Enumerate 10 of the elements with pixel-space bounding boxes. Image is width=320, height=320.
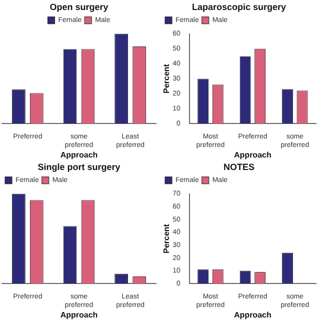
- x-axis-title: Approach: [234, 310, 272, 320]
- y-axis-title: Percent: [162, 224, 172, 254]
- x-axis-title: Approach: [60, 310, 98, 320]
- chart-title: Open surgery: [50, 2, 108, 12]
- chart-title: Single port surgery: [38, 162, 120, 172]
- x-axis-title: Approach: [60, 150, 98, 160]
- chart-title: NOTES: [223, 162, 255, 172]
- y-axis-title: Percent: [162, 64, 172, 94]
- chart-title: Laparoscopic surgery: [192, 2, 286, 12]
- x-axis-title: Approach: [234, 150, 272, 160]
